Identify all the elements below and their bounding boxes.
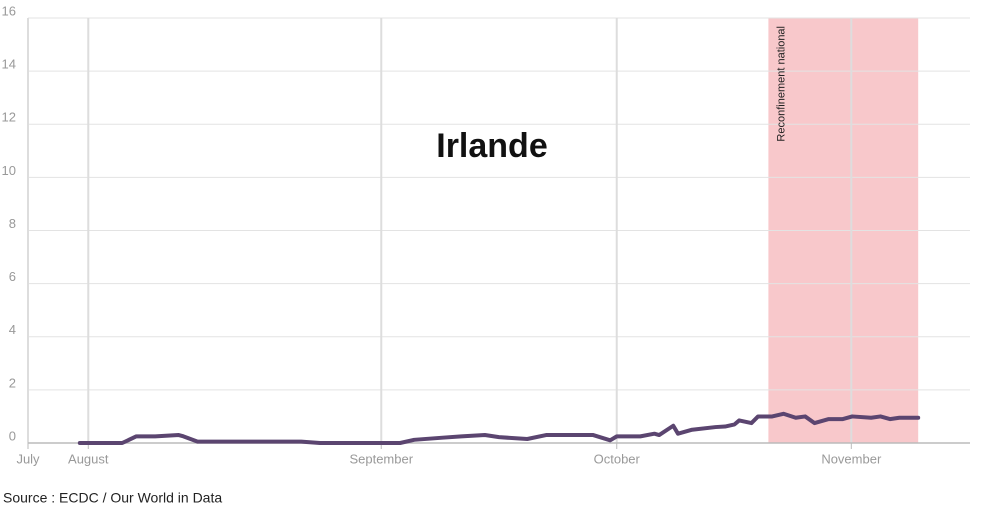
- y-tick-label: 0: [9, 428, 16, 443]
- y-tick-label: 12: [2, 110, 16, 125]
- y-tick-label: 16: [2, 3, 16, 18]
- y-tick-label: 14: [2, 57, 16, 72]
- y-tick-label: 8: [9, 216, 16, 231]
- y-tick-label: 4: [9, 322, 16, 337]
- annotation: Reconfinement national: [775, 26, 787, 142]
- y-tick-label: 2: [9, 375, 16, 390]
- x-tick-label: November: [821, 451, 882, 466]
- x-tick-label: October: [594, 451, 641, 466]
- x-tick-label: August: [68, 451, 109, 466]
- source: Source : ECDC / Our World in Data: [3, 490, 222, 506]
- chart-title: Irlande: [436, 127, 547, 165]
- y-tick-label: 10: [2, 163, 16, 178]
- data-line: [77, 411, 921, 445]
- y-tick-label: 6: [9, 269, 16, 284]
- x-tick-label: September: [349, 451, 413, 466]
- x-tick-label: July: [16, 451, 40, 466]
